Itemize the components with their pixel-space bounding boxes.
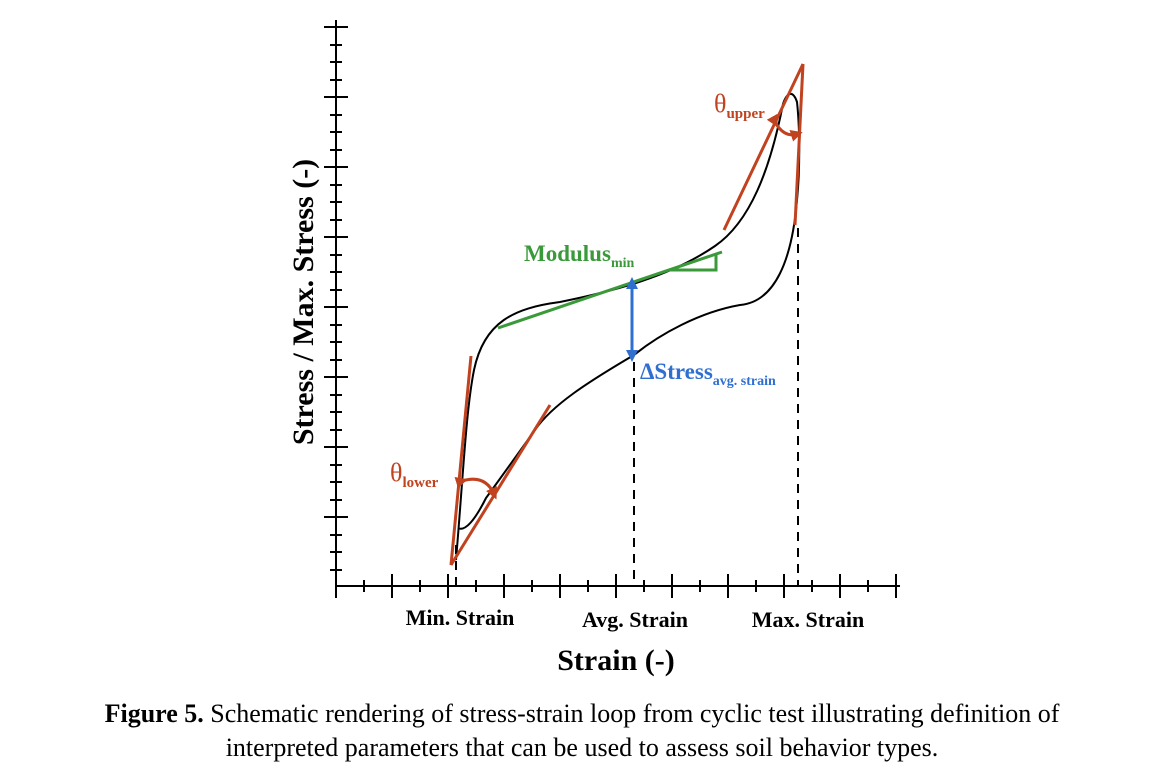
loop-upper-branch <box>455 93 801 561</box>
theta-lower-arc <box>454 477 498 500</box>
x-tick-min-strain: Min. Strain <box>406 605 515 630</box>
upper-tangent-shallow <box>722 63 805 231</box>
x-tick-max-strain: Max. Strain <box>752 607 864 632</box>
caption-text-1: Schematic rendering of stress-strain loo… <box>210 699 1060 728</box>
caption-label: Figure 5. <box>104 699 204 728</box>
y-axis-title: Stress / Max. Stress (-) <box>287 159 320 445</box>
modulus-min-line <box>497 250 723 330</box>
theta-lower-label: θlower <box>390 458 439 491</box>
x-tick-avg-strain: Avg. Strain <box>582 607 688 632</box>
caption-text-2: interpreted parameters that can be used … <box>225 733 939 762</box>
x-axis-ticks <box>335 574 897 598</box>
figure-caption: Figure 5. Schematic rendering of stress-… <box>0 697 1164 765</box>
theta-upper-label: θupper <box>714 89 765 122</box>
tangent-lines <box>449 63 805 566</box>
x-axis-title: Strain (-) <box>557 644 674 677</box>
loop-lower-branch <box>457 199 798 530</box>
dashed-guides <box>455 228 799 586</box>
lower-tangent-steep <box>449 355 473 566</box>
delta-stress-label: ΔStressavg. strain <box>640 359 776 389</box>
lower-tangent-shallow <box>449 404 552 566</box>
upper-tangent-steep <box>793 63 805 226</box>
theta-upper-arc <box>766 113 803 142</box>
modulus-min-label: Modulusmin <box>524 241 634 271</box>
caption-line-1: Figure 5. Schematic rendering of stress-… <box>0 697 1164 731</box>
y-axis-ticks <box>324 26 348 571</box>
